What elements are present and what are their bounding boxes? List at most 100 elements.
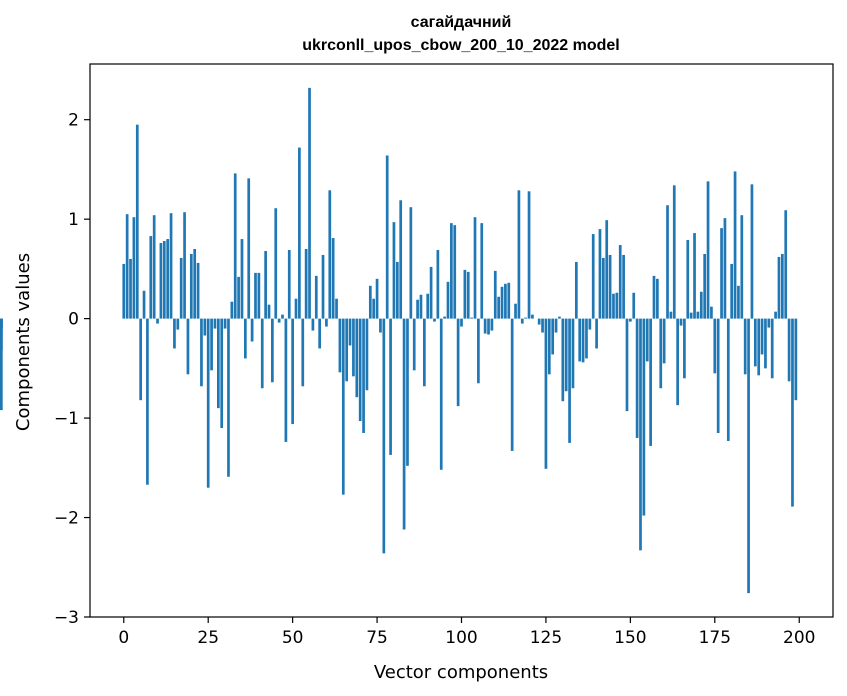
- bar-33: [233, 173, 237, 319]
- bar-64: [338, 318, 342, 373]
- bar-137: [585, 318, 588, 359]
- bar-3: [132, 217, 136, 319]
- bar-178: [723, 218, 727, 319]
- bar-undefined: [0, 318, 3, 329]
- bar-54: [304, 249, 308, 319]
- bar-163: [672, 185, 676, 319]
- bar-84: [406, 318, 409, 466]
- bar-22: [196, 262, 200, 319]
- bar-112: [500, 286, 504, 319]
- bar-184: [743, 318, 747, 375]
- y-axis-ticks: −3 −2 −1 0 1 2: [54, 111, 90, 628]
- bar-102: [466, 271, 470, 319]
- bar-67: [348, 318, 352, 346]
- chart-title-line2: ukrconll_upos_cbow_200_10_2022 model: [302, 37, 619, 54]
- bar-142: [601, 257, 605, 319]
- y-tick-label: 2: [68, 111, 79, 131]
- bar-162: [669, 311, 673, 319]
- bar-108: [487, 318, 490, 335]
- bar-129: [558, 316, 561, 319]
- bar-169: [693, 233, 696, 319]
- bar-148: [622, 254, 625, 319]
- bar-165: [679, 318, 683, 326]
- bar-191: [767, 318, 771, 328]
- bar-14: [169, 213, 173, 319]
- bar-140: [595, 318, 598, 349]
- bar-56: [311, 318, 315, 331]
- bars-group: [0, 87, 798, 594]
- x-tick-label: 0: [118, 628, 129, 648]
- bar-27: [213, 318, 217, 329]
- bar-49: [287, 249, 291, 319]
- bar-154: [642, 318, 646, 516]
- bar-undefined: [0, 318, 3, 411]
- bar-141: [598, 229, 602, 319]
- bar-46: [277, 318, 281, 323]
- x-tick-label: 175: [699, 628, 731, 648]
- bar-100: [460, 318, 463, 327]
- bar-196: [784, 210, 788, 319]
- bar-151: [632, 292, 636, 319]
- bar-23: [200, 318, 203, 387]
- bar-144: [608, 254, 612, 319]
- x-tick-label: 75: [366, 628, 388, 648]
- bar-176: [716, 318, 720, 433]
- bar-71: [362, 318, 365, 433]
- bar-182: [737, 285, 740, 319]
- bar-139: [591, 234, 595, 319]
- y-tick-label: 0: [68, 310, 79, 330]
- bar-181: [733, 171, 737, 319]
- bar-0: [122, 263, 126, 319]
- bar-90: [426, 293, 430, 319]
- bar-34: [237, 276, 240, 319]
- bar-80: [392, 222, 396, 319]
- bar-194: [777, 256, 781, 319]
- bar-85: [409, 207, 413, 319]
- bar-193: [774, 311, 777, 319]
- bar-73: [368, 285, 372, 319]
- bar-157: [652, 275, 656, 319]
- bar-125: [544, 318, 548, 469]
- bar-190: [764, 318, 767, 369]
- bar-66: [345, 318, 349, 382]
- bar-152: [635, 318, 639, 438]
- bar-2: [129, 258, 132, 319]
- bar-124: [541, 318, 544, 333]
- bar-17: [179, 257, 183, 319]
- bar-86: [412, 318, 416, 371]
- bar-47: [281, 314, 284, 319]
- bar-168: [689, 312, 693, 319]
- bar-111: [497, 296, 500, 319]
- x-tick-label: 25: [197, 628, 219, 648]
- bar-156: [649, 318, 652, 446]
- bar-87: [416, 299, 419, 319]
- bar-79: [389, 318, 392, 455]
- bar-113: [504, 283, 507, 319]
- bar-41: [260, 318, 264, 389]
- bar-114: [507, 282, 511, 319]
- bar-145: [612, 293, 615, 319]
- bar-170: [696, 311, 700, 319]
- bar-65: [341, 318, 345, 495]
- bar-19: [186, 318, 190, 375]
- bar-20: [189, 253, 193, 319]
- bar-175: [713, 318, 717, 374]
- bar-52: [298, 147, 301, 319]
- bar-160: [662, 318, 666, 364]
- bar-189: [760, 318, 764, 355]
- bar-31: [227, 318, 230, 477]
- chart-title: сагайдачний ukrconll_upos_cbow_200_10_20…: [302, 14, 619, 54]
- bar-101: [463, 269, 467, 319]
- x-tick-label: 125: [530, 628, 562, 648]
- bar-147: [618, 245, 622, 319]
- bar-78: [385, 155, 389, 319]
- bar-188: [757, 318, 761, 376]
- bar-126: [547, 318, 551, 375]
- bar-109: [490, 318, 494, 331]
- bar-120: [527, 191, 531, 319]
- bar-13: [166, 239, 170, 319]
- bar-59: [321, 254, 325, 319]
- x-axis-label: Vector components: [374, 662, 548, 683]
- bar-62: [331, 238, 335, 319]
- bar-39: [254, 272, 257, 319]
